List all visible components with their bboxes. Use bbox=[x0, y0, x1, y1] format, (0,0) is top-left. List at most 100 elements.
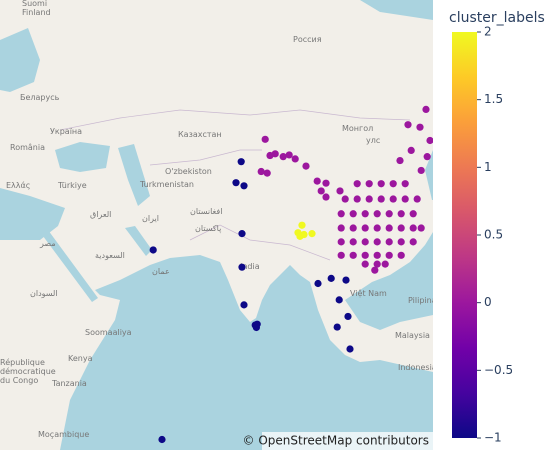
map-label: السعودية bbox=[95, 251, 125, 260]
colorbar-tick-label: 0 bbox=[484, 295, 492, 309]
point bbox=[261, 135, 269, 143]
point bbox=[404, 121, 412, 129]
point bbox=[353, 195, 361, 203]
map-label: Монгол bbox=[342, 124, 373, 133]
colorbar-title: cluster_labels bbox=[449, 10, 545, 26]
map-label: Indonesia bbox=[398, 363, 437, 372]
point bbox=[238, 230, 246, 238]
point bbox=[333, 323, 341, 331]
map-label: Việt Nam bbox=[350, 288, 387, 298]
map-label: India bbox=[240, 262, 260, 271]
point bbox=[377, 195, 385, 203]
point bbox=[423, 153, 431, 161]
map-label: Turkmenistan bbox=[139, 180, 194, 189]
point bbox=[373, 224, 381, 232]
point bbox=[397, 238, 405, 246]
map-label: Suomi bbox=[22, 0, 47, 8]
map-label: ایران bbox=[142, 214, 159, 223]
point bbox=[237, 158, 245, 166]
point bbox=[397, 251, 405, 259]
map-label: Tanzania bbox=[51, 379, 87, 388]
map-label: Kenya bbox=[68, 354, 93, 363]
point bbox=[298, 221, 306, 229]
point bbox=[397, 224, 405, 232]
point bbox=[337, 210, 345, 218]
map-label: عمان bbox=[152, 267, 170, 276]
point bbox=[385, 210, 393, 218]
point bbox=[377, 180, 385, 188]
point bbox=[373, 210, 381, 218]
point bbox=[396, 156, 404, 165]
map-label: улс bbox=[366, 136, 380, 145]
point bbox=[361, 210, 369, 218]
point bbox=[365, 195, 373, 203]
point bbox=[381, 260, 389, 268]
map-label: Pilipinas bbox=[408, 296, 441, 305]
colorbar-tick-label: 2 bbox=[484, 25, 492, 39]
point bbox=[416, 123, 424, 131]
point bbox=[407, 146, 415, 155]
map-label: السودان bbox=[30, 289, 58, 298]
point bbox=[389, 180, 397, 188]
point bbox=[373, 238, 381, 246]
point bbox=[271, 150, 279, 158]
point bbox=[308, 230, 316, 238]
map-label: پاکستان bbox=[195, 224, 221, 233]
map-label: Soomaaliya bbox=[85, 328, 132, 337]
point bbox=[335, 296, 343, 304]
point bbox=[417, 166, 425, 175]
attribution[interactable]: © OpenStreetMap contributors bbox=[243, 434, 429, 448]
point bbox=[385, 251, 393, 259]
point bbox=[337, 238, 345, 246]
map-label: Malaysia bbox=[395, 331, 430, 340]
point bbox=[349, 224, 357, 232]
map-label: مصر bbox=[39, 239, 56, 248]
point bbox=[361, 260, 369, 268]
point bbox=[397, 210, 405, 218]
point bbox=[401, 180, 409, 188]
point bbox=[353, 180, 361, 188]
point bbox=[361, 251, 369, 259]
point bbox=[342, 276, 350, 284]
point bbox=[296, 232, 304, 240]
point bbox=[322, 179, 330, 187]
point bbox=[149, 246, 157, 254]
point bbox=[253, 320, 261, 328]
map-label: démocratique bbox=[0, 366, 56, 376]
point bbox=[238, 263, 246, 271]
point bbox=[426, 136, 433, 145]
point bbox=[279, 153, 287, 161]
point bbox=[346, 345, 354, 353]
point bbox=[422, 105, 430, 114]
point bbox=[285, 151, 293, 159]
colorbar-tick-label: −1 bbox=[484, 431, 502, 445]
map[interactable]: Suomi Finland Россия Беларусь Україна Ro… bbox=[0, 0, 441, 450]
point bbox=[389, 195, 397, 203]
point bbox=[361, 238, 369, 246]
map-label: Казахстан bbox=[178, 130, 222, 139]
colorbar-tick-label: 0.5 bbox=[484, 228, 503, 242]
map-label: du Congo bbox=[0, 376, 38, 385]
colorbar-tick-label: 1.5 bbox=[484, 92, 503, 106]
borders bbox=[59, 109, 411, 261]
point bbox=[361, 224, 369, 232]
map-label: Ελλάς bbox=[6, 181, 31, 190]
water bbox=[0, 0, 433, 450]
map-label: Moçambique bbox=[38, 430, 89, 439]
point bbox=[302, 162, 310, 170]
point bbox=[240, 301, 248, 309]
point bbox=[337, 251, 345, 259]
point bbox=[349, 251, 357, 259]
point bbox=[344, 312, 352, 321]
point bbox=[337, 224, 345, 232]
point bbox=[158, 435, 166, 444]
point bbox=[417, 224, 425, 232]
point bbox=[349, 238, 357, 246]
point bbox=[317, 187, 325, 195]
point bbox=[232, 179, 240, 187]
point bbox=[313, 177, 321, 185]
point bbox=[291, 155, 299, 163]
point bbox=[371, 266, 379, 274]
point bbox=[322, 193, 330, 201]
